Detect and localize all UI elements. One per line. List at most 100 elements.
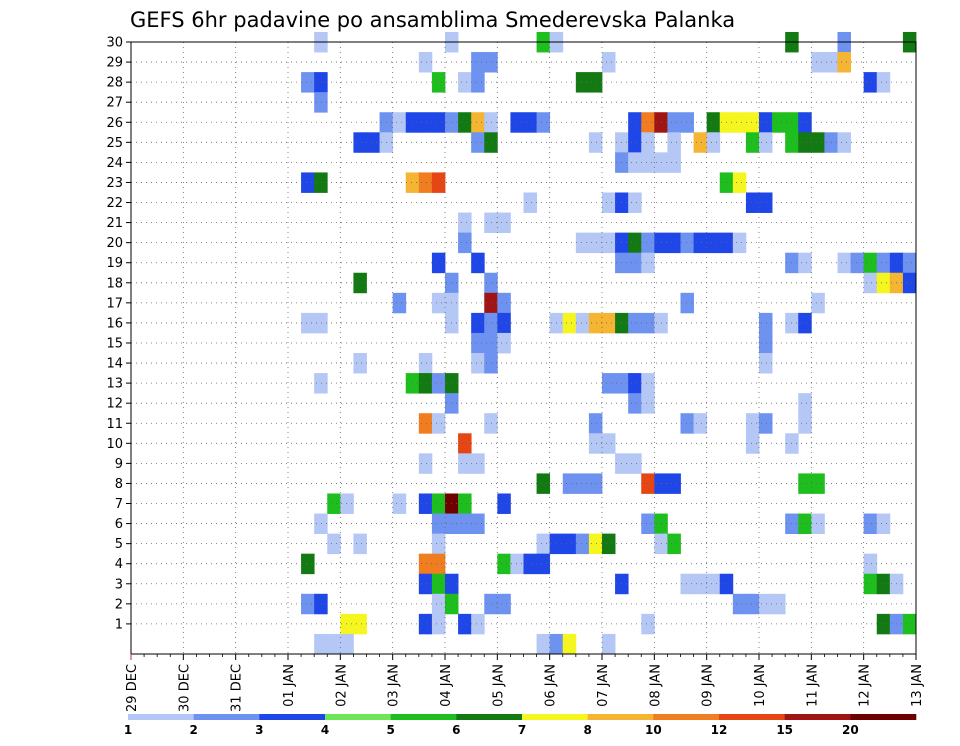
heatmap-cell [392, 112, 407, 133]
heatmap-cell [497, 593, 511, 615]
heatmap-cell [301, 553, 315, 575]
heatmap-cell [431, 533, 446, 555]
heatmap-cell [759, 353, 773, 374]
heatmap-cell [471, 353, 485, 374]
x-tick-label: 08 JAN [648, 664, 663, 707]
heatmap-cell [418, 112, 433, 133]
heatmap-cell [628, 192, 642, 213]
heatmap-cell [706, 112, 721, 133]
heatmap-cell [667, 112, 681, 133]
heatmap-cell [745, 413, 760, 434]
heatmap-cell [732, 172, 747, 193]
y-tick-label: 1 [115, 617, 123, 632]
heatmap-cell [850, 252, 865, 274]
heatmap-cell [471, 132, 485, 153]
heatmap-cell [876, 252, 891, 274]
y-tick-label: 20 [106, 236, 123, 251]
y-axis: 1234567891011121314151617181920212223242… [106, 36, 131, 632]
heatmap-cell [798, 252, 812, 274]
heatmap-cell [772, 593, 786, 615]
heatmap-cell [418, 613, 433, 635]
heatmap-cell [641, 513, 655, 535]
legend-label: 15 [776, 723, 793, 737]
heatmap-cells [301, 31, 917, 655]
y-tick-label: 4 [115, 557, 123, 572]
x-tick-label: 12 JAN [858, 664, 873, 707]
heatmap-cell [876, 72, 891, 93]
y-tick-label: 13 [106, 377, 123, 392]
heatmap-cell [680, 573, 694, 595]
heatmap-cell [706, 573, 721, 595]
heatmap-cell [431, 493, 446, 514]
heatmap-cell [418, 453, 433, 474]
heatmap-cell [353, 132, 367, 153]
heatmap-cell [811, 513, 825, 535]
heatmap-cell [314, 373, 328, 394]
heatmap-cell [301, 172, 315, 193]
heatmap-cell [314, 92, 328, 113]
heatmap-cell [745, 593, 760, 615]
y-tick-label: 18 [106, 276, 123, 291]
heatmap-cell [418, 573, 433, 595]
heatmap-cell [628, 252, 642, 274]
y-tick-label: 12 [106, 397, 123, 412]
heatmap-cell [497, 212, 511, 234]
legend-label: 4 [321, 723, 329, 737]
heatmap-cell [811, 52, 825, 73]
y-tick-label: 15 [106, 336, 123, 351]
heatmap-cell [418, 493, 433, 514]
heatmap-cell [641, 252, 655, 274]
heatmap-cell [562, 533, 577, 555]
heatmap-cell [811, 473, 825, 494]
heatmap-cell [431, 373, 446, 394]
heatmap-cell [798, 132, 812, 153]
x-tick-label: 07 JAN [596, 664, 611, 707]
y-tick-label: 25 [106, 136, 123, 151]
heatmap-cell [588, 312, 603, 334]
heatmap-cell [693, 232, 708, 254]
heatmap-cell [575, 533, 590, 555]
heatmap-cell [327, 633, 341, 655]
heatmap-cell [418, 413, 433, 434]
y-tick-label: 6 [115, 517, 123, 532]
heatmap-cell [667, 232, 681, 254]
heatmap-cell [497, 553, 511, 575]
heatmap-cell [366, 132, 380, 153]
color-legend: 1 2 3 4 5 6 7 8 10 12 15 20 [124, 714, 917, 737]
heatmap-cell [471, 112, 485, 133]
grid-lines [131, 41, 916, 654]
heatmap-cell [902, 252, 917, 274]
y-tick-label: 5 [115, 537, 123, 552]
x-tick-label: 10 JAN [753, 664, 768, 707]
heatmap-cell [353, 353, 367, 374]
heatmap-cell [628, 232, 642, 254]
x-tick-label: 29 DEC [125, 664, 140, 712]
heatmap-cell [876, 613, 891, 635]
heatmap-cell [458, 433, 472, 454]
heatmap-cell [340, 633, 354, 655]
heatmap-cell [641, 473, 655, 494]
heatmap-cell [876, 573, 891, 595]
heatmap-cell [523, 192, 537, 213]
heatmap-cell [863, 553, 878, 575]
legend-swatch [456, 714, 523, 720]
heatmap-cell [772, 112, 786, 133]
heatmap-cell [811, 132, 825, 153]
heatmap-cell [641, 373, 655, 394]
heatmap-cell [562, 633, 577, 655]
heatmap-cell [353, 272, 367, 294]
x-tick-label: 01 JAN [282, 664, 297, 707]
heatmap-cell [798, 473, 812, 494]
x-tick-label: 02 JAN [334, 664, 349, 707]
heatmap-cell [588, 533, 603, 555]
heatmap-cell [314, 593, 328, 615]
heatmap-cell [759, 413, 773, 434]
heatmap-cell [314, 513, 328, 535]
heatmap-cell [458, 112, 472, 133]
heatmap-cell [497, 292, 511, 314]
heatmap-cell [418, 373, 433, 394]
heatmap-cell [562, 312, 577, 334]
heatmap-cell [431, 72, 446, 93]
heatmap-cell [667, 132, 681, 153]
heatmap-cell [876, 272, 891, 294]
